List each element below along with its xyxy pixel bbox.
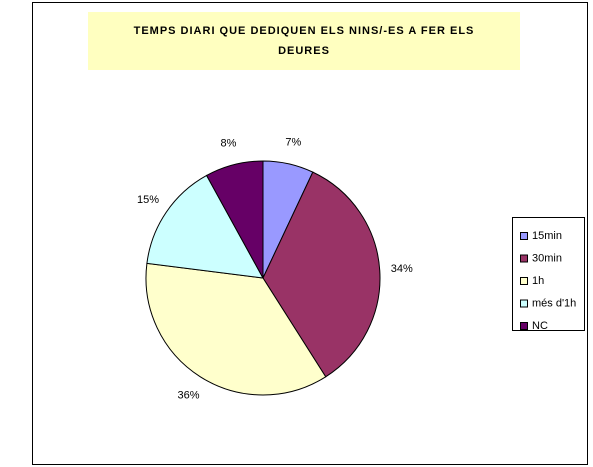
- legend-swatch: [520, 322, 528, 330]
- data-label: 36%: [178, 389, 200, 401]
- data-label: 7%: [285, 136, 301, 148]
- legend-label: 1h: [532, 275, 544, 287]
- data-label: 8%: [220, 137, 236, 149]
- legend-label: 30min: [532, 252, 562, 264]
- data-label: 15%: [137, 194, 159, 206]
- legend-swatch: [520, 299, 528, 308]
- pie-slice: [145, 262, 327, 396]
- legend-label: més d'1h: [532, 297, 576, 309]
- legend-swatch: [520, 277, 528, 285]
- legend-swatch: [520, 232, 528, 240]
- pie-slice: [262, 171, 381, 378]
- legend-label: NC: [532, 320, 548, 332]
- data-label: 34%: [391, 263, 413, 275]
- pie-slice: [146, 174, 264, 279]
- legend-swatch: [520, 254, 528, 263]
- legend-label: 15min: [532, 230, 562, 242]
- chart-title: TEMPS DIARI QUE DEDIQUEN ELS NINS/-ES A …: [88, 12, 520, 70]
- pie-slice: [205, 160, 264, 279]
